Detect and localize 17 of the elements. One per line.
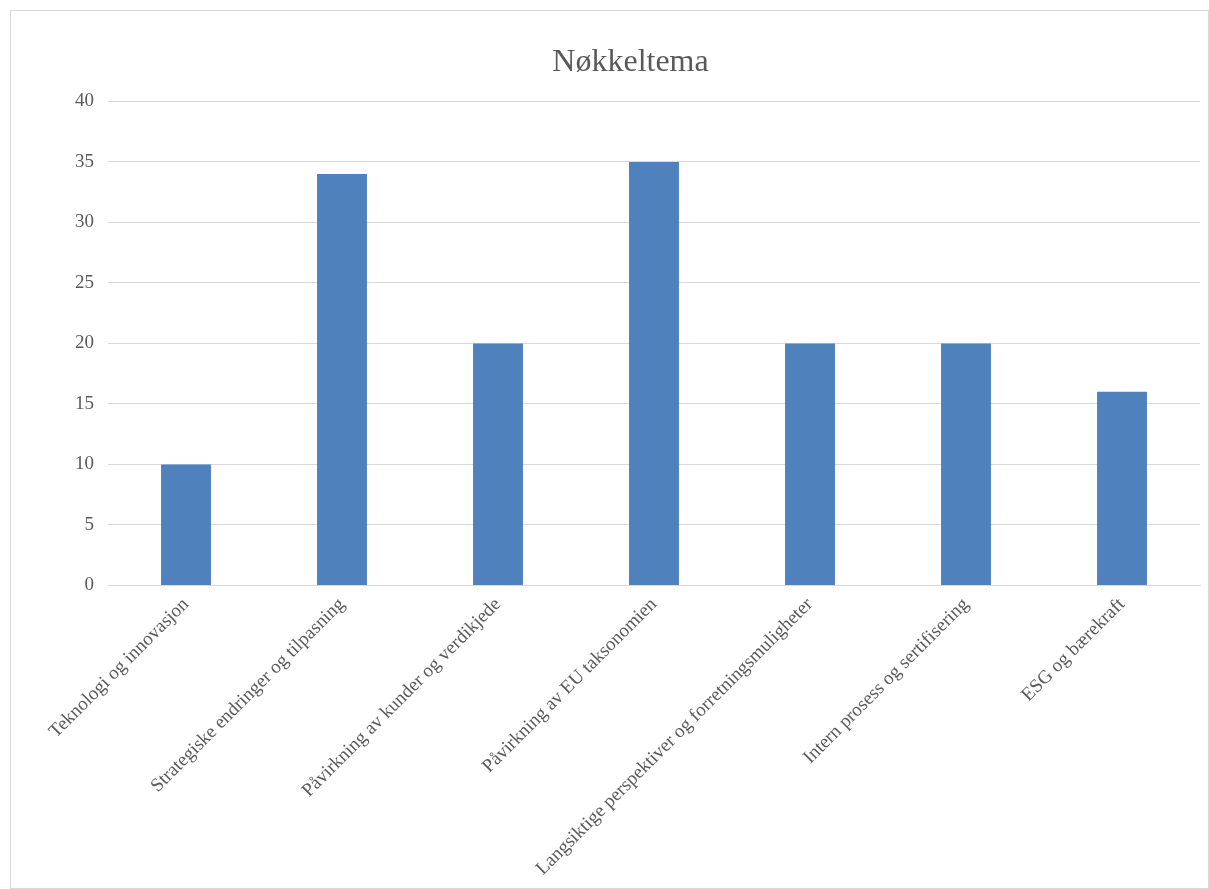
y-tick-label: 30 — [75, 210, 94, 232]
y-tick-label: 20 — [75, 331, 94, 353]
bar — [161, 464, 211, 585]
y-tick-label: 10 — [75, 452, 94, 474]
y-tick-label: 0 — [84, 573, 94, 595]
y-tick-label: 25 — [75, 270, 94, 292]
bar — [1097, 391, 1147, 585]
bar — [317, 174, 367, 585]
bar — [473, 343, 523, 585]
chart-title: Nøkkeltema — [552, 41, 709, 78]
bar — [785, 343, 835, 585]
bar — [629, 161, 679, 585]
y-tick-label: 15 — [75, 391, 94, 413]
bar — [941, 343, 991, 585]
y-tick-label: 5 — [84, 512, 94, 534]
y-tick-label: 35 — [75, 149, 94, 171]
y-tick-label: 40 — [75, 89, 94, 111]
